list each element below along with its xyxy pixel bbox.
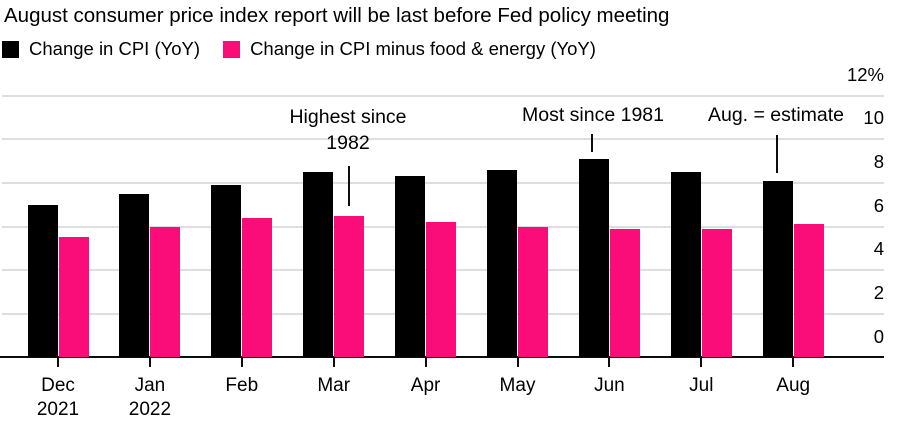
bar-cpi-8 [670,171,701,358]
gridline-8 [2,181,884,184]
y-axis-label-4: 4 [873,238,884,260]
bar-core-cpi-7 [609,228,640,358]
bar-cpi-3 [211,185,242,358]
bar-cpi-4 [303,171,334,358]
x-axis-label-7: Jun [594,375,625,396]
x-axis-tick-4 [332,358,335,367]
y-axis-label-2: 2 [873,281,884,303]
x-axis-tick-2 [148,358,151,367]
x-axis-tick-1 [57,358,59,367]
x-axis-label-2: Jan 2022 [128,375,172,420]
bar-core-cpi-9 [793,224,824,358]
bar-cpi-7 [578,158,609,358]
y-axis-label-6: 6 [873,194,884,216]
bar-cpi-9 [762,180,793,358]
x-axis-tick-9 [792,358,795,367]
chart-title: August consumer price index report will … [4,4,670,27]
x-axis-tick-8 [700,358,703,367]
bar-core-cpi-3 [242,217,273,358]
x-axis-label-5: Apr [410,375,441,396]
gridline-12 [2,94,884,97]
annotation-text-2: Most since 1981 [522,104,664,126]
bar-cpi-5 [395,176,426,358]
x-axis-label-6: May [499,375,536,396]
annotation-line-2 [591,134,593,152]
gridline-10 [2,138,884,141]
x-axis-label-3: Feb [225,375,259,396]
bar-core-cpi-4 [334,215,365,358]
y-axis-label-10: 10 [863,107,884,129]
bar-core-cpi-8 [701,228,732,358]
annotation-text-3: Aug. = estimate [707,104,845,126]
x-axis-tick-3 [240,358,243,367]
y-axis-label-8: 8 [873,150,884,172]
bar-core-cpi-2 [150,226,181,358]
annotation-line-1 [348,166,350,206]
legend-item-cpi: Change in CPI (YoY) [2,38,200,60]
legend-swatch-core-cpi [223,40,241,58]
legend-item-core-cpi: Change in CPI minus food & energy (YoY) [223,38,596,60]
x-axis-label-9: Aug [776,375,811,396]
x-axis-label-8: Jul [689,375,714,396]
bar-cpi-1 [27,204,58,358]
legend-label-cpi: Change in CPI (YoY) [29,38,201,59]
x-axis-label-1: Dec 2021 [36,375,80,420]
bar-core-cpi-6 [518,226,548,358]
x-axis-label-4: Mar [317,375,351,396]
x-axis-tick-7 [608,358,611,367]
y-axis-label-0: 0 [873,325,884,347]
bar-cpi-2 [119,193,150,358]
bar-cpi-6 [487,169,517,358]
bar-core-cpi-5 [426,222,457,358]
annotation-line-3 [776,135,778,173]
legend-label-core-cpi: Change in CPI minus food & energy (YoY) [250,38,596,59]
legend: Change in CPI (YoY) Change in CPI minus … [2,38,596,60]
legend-swatch-cpi [2,40,19,58]
bar-core-cpi-1 [58,237,89,358]
x-axis-tick-5 [424,358,427,367]
annotation-text-1: Highest since 1982 [289,106,407,154]
y-axis-label-12: 12% [846,63,884,85]
x-axis-tick-6 [516,358,519,367]
